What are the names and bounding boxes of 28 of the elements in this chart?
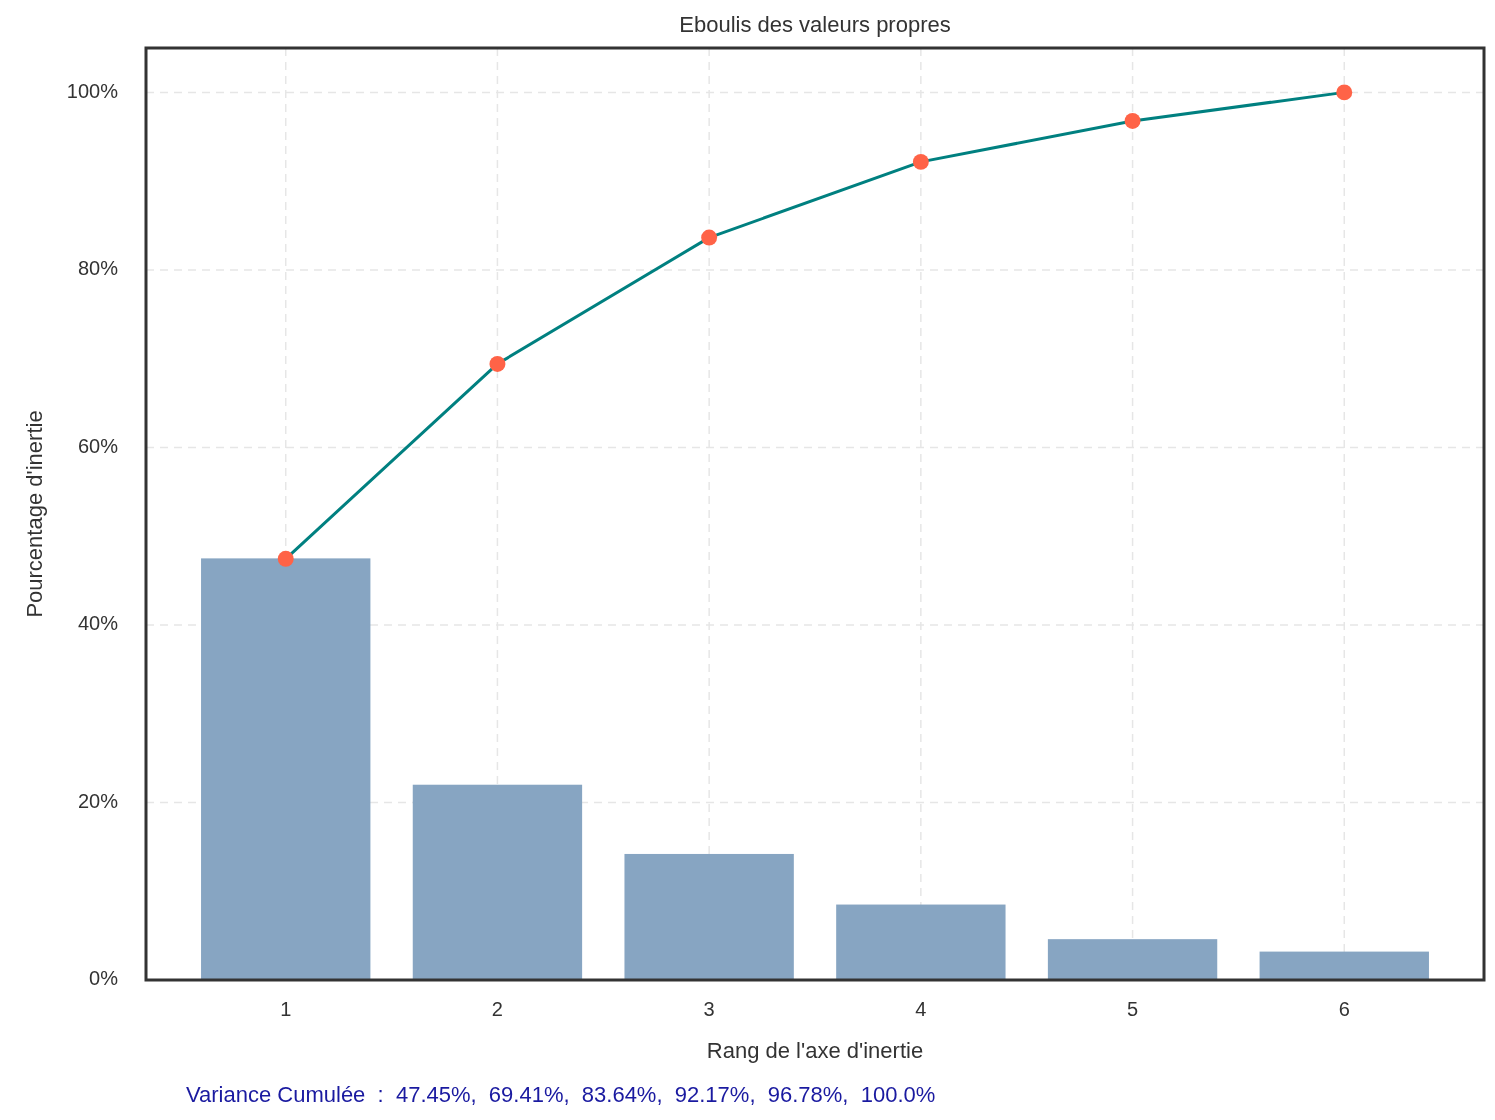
bar xyxy=(1259,951,1429,980)
x-tick-label: 5 xyxy=(1127,998,1139,1020)
x-tick-label: 1 xyxy=(280,998,292,1020)
point xyxy=(489,355,506,372)
x-tick-label: 3 xyxy=(703,998,715,1020)
y-tick-label: 100% xyxy=(66,79,119,102)
bar xyxy=(412,784,583,980)
chart-title: Eboulis des valeurs propres xyxy=(679,12,951,37)
x-tick-label: 2 xyxy=(491,998,503,1020)
x-axis-title: Rang de l'axe d'inertie xyxy=(706,1038,924,1063)
y-axis-title: Pourcentage d'inertie xyxy=(22,410,47,618)
point xyxy=(1336,84,1353,101)
y-tick-label: 40% xyxy=(77,612,119,635)
y-tick-label: 80% xyxy=(77,257,119,280)
point xyxy=(701,229,718,246)
bar xyxy=(624,853,794,980)
y-tick-label: 60% xyxy=(77,434,119,457)
bar xyxy=(201,558,371,980)
point xyxy=(1124,113,1141,129)
bar xyxy=(1047,939,1218,980)
x-tick-label: 6 xyxy=(1338,998,1350,1020)
point xyxy=(277,550,294,567)
y-tick-label: 0% xyxy=(89,967,119,990)
text: Variance Cumulée : 47.45%, 69.41%, 83.64%, 92.17%, 96.78%, 100.0% xyxy=(186,1082,936,1107)
x-tick-label: 4 xyxy=(915,998,927,1020)
bar xyxy=(836,904,1006,980)
point xyxy=(912,153,929,170)
y-tick-label: 20% xyxy=(77,789,119,812)
